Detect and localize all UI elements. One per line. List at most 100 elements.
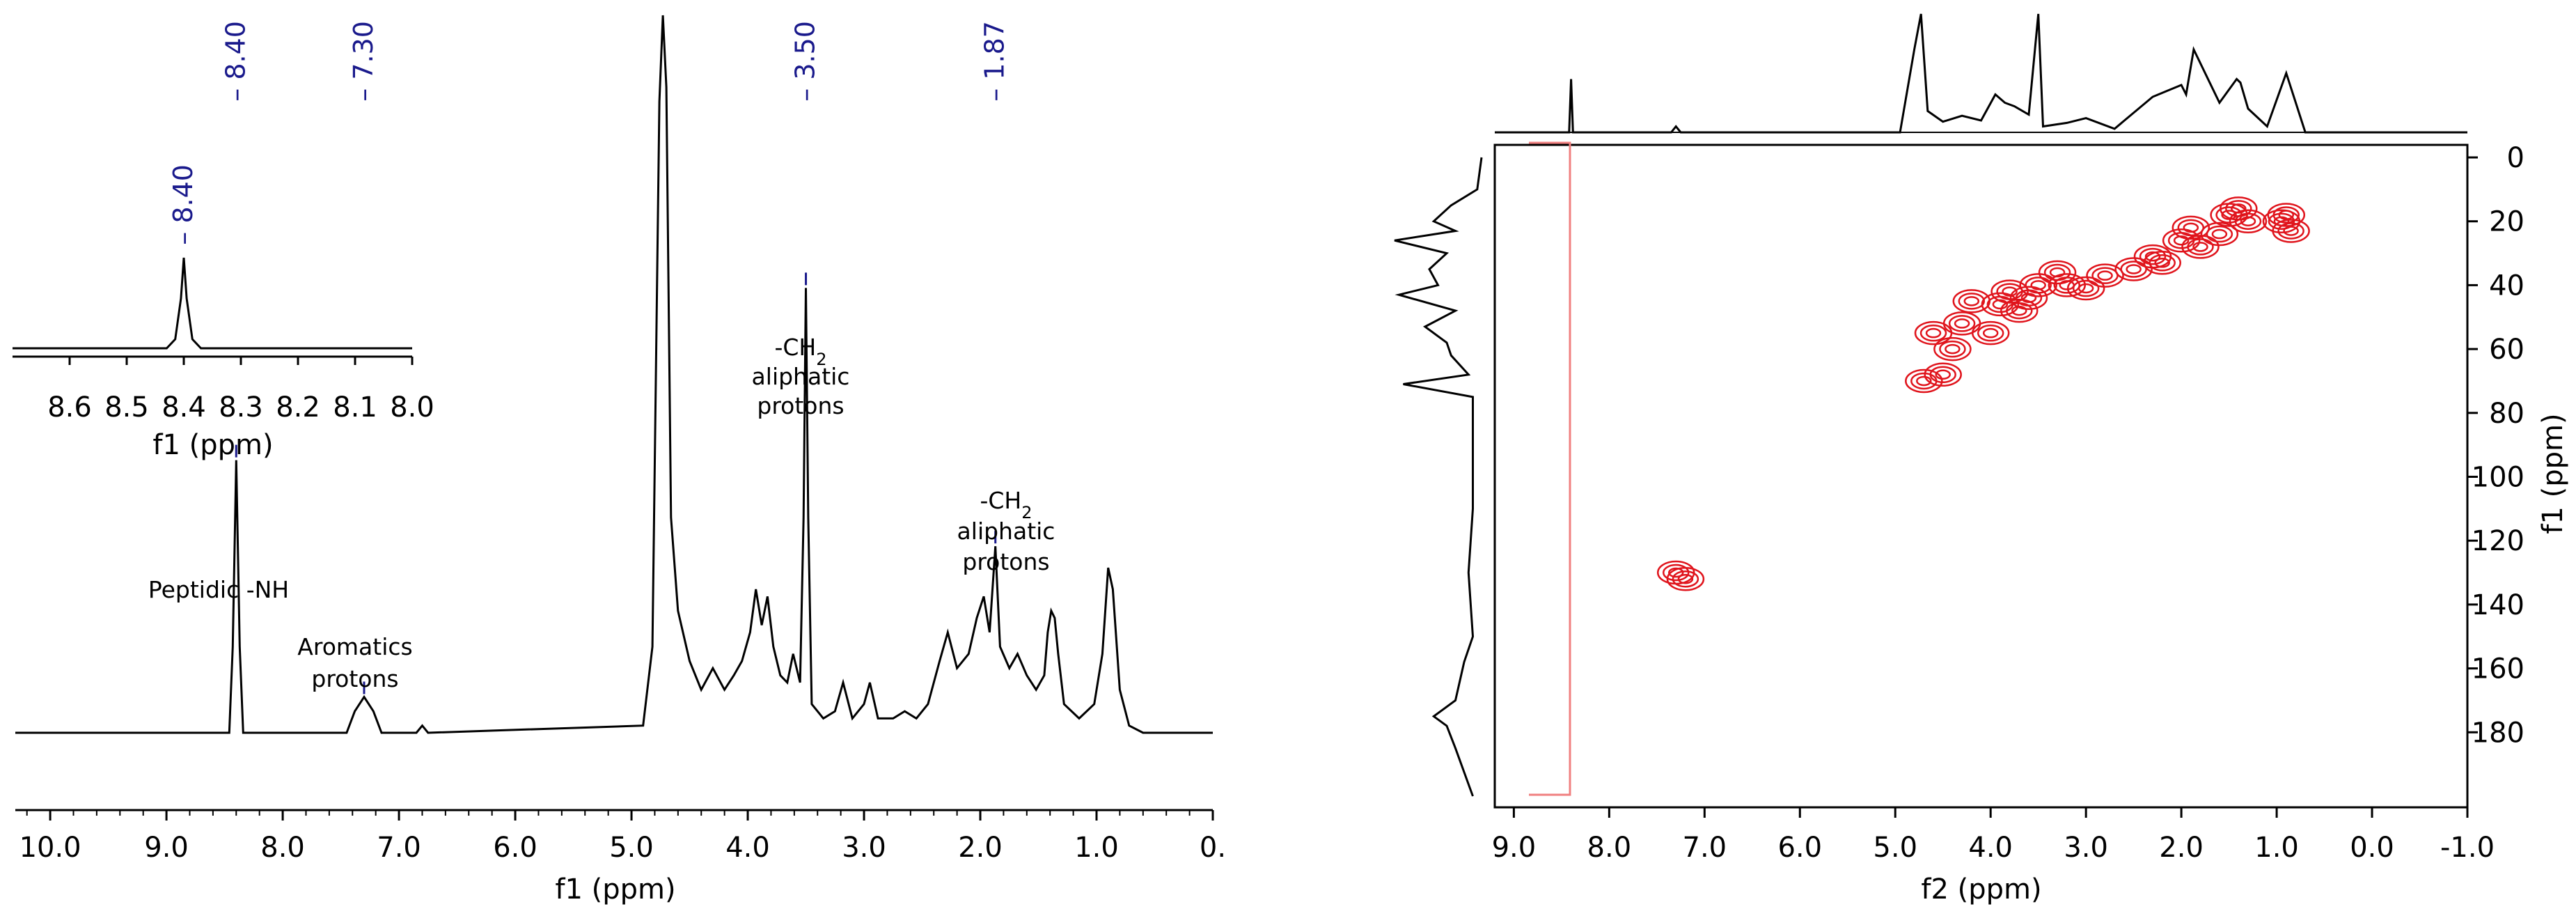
contour-ring bbox=[2272, 219, 2310, 243]
contour-ring bbox=[2043, 263, 2071, 281]
hsqc-x-tick-label: 0.0 bbox=[2350, 832, 2394, 864]
contour-ring bbox=[2234, 212, 2262, 230]
f2-projection-trace bbox=[1495, 13, 2467, 134]
hsqc-y-tick-label: 180 bbox=[2472, 717, 2524, 749]
inset-tick-label: 8.1 bbox=[333, 391, 377, 424]
contour-ring bbox=[1924, 362, 1962, 387]
contour-ring bbox=[2183, 222, 2199, 233]
x-tick-label: 0. bbox=[1200, 832, 1226, 864]
contour-ring bbox=[2038, 260, 2077, 285]
x-tick-label: 6.0 bbox=[493, 832, 537, 864]
contour-ring bbox=[2272, 206, 2300, 224]
contour-ring bbox=[2229, 209, 2268, 233]
contour-ring bbox=[2144, 251, 2161, 262]
contour-ring bbox=[2114, 257, 2153, 281]
contour-ring bbox=[1990, 279, 2029, 304]
hsqc-x-tick-label: 7.0 bbox=[1683, 832, 1727, 864]
contour-ring bbox=[1667, 567, 1684, 578]
x-tick-label: 1.0 bbox=[1074, 832, 1119, 864]
inset-zoom-panel: 8.6 8.5 8.4 8.3 8.2 8.1 8.0 – 8.40 f1 (ppm) bbox=[13, 164, 434, 461]
hsqc-x-tick-label: -1.0 bbox=[2440, 832, 2495, 864]
red-bracket-marker bbox=[1529, 141, 1571, 796]
contour-ring bbox=[2002, 286, 2018, 297]
hsqc-y-tick-label: 80 bbox=[2489, 398, 2524, 430]
contour-ring bbox=[2162, 228, 2201, 253]
hsqc-y-tick-label: 140 bbox=[2472, 589, 2524, 621]
peak-label: – 3.50 bbox=[790, 21, 821, 102]
x-tick-label: 5.0 bbox=[609, 832, 654, 864]
x-tick-label: 2.0 bbox=[958, 832, 1003, 864]
hsqc-x-tick-label: 1.0 bbox=[2254, 832, 2299, 864]
contour-ring bbox=[1925, 327, 1942, 339]
hsqc-y-tick-label: 160 bbox=[2472, 653, 2524, 685]
spectrum-1d-x-label: f1 (ppm) bbox=[555, 873, 675, 906]
contour-ring bbox=[2206, 225, 2233, 243]
ch2-annotation-a-line3: protons bbox=[757, 392, 844, 419]
hsqc-x-tick-label: 4.0 bbox=[1968, 832, 2013, 864]
contour-ring bbox=[1919, 324, 1947, 342]
hsqc-x-tick-label: 9.0 bbox=[1492, 832, 1537, 864]
contour-ring bbox=[2049, 267, 2066, 278]
contour-ring bbox=[1905, 368, 1943, 394]
contour-ring bbox=[1939, 340, 1966, 358]
spectrum-1d-panel: 10.0 9.0 8.0 7.0 6.0 5.0 4.0 3.0 2.0 1.0 0. – 8.40… bbox=[15, 15, 1226, 906]
peak-label: – 8.40 bbox=[220, 21, 251, 102]
contour-ring bbox=[1935, 369, 1951, 380]
contour-ring bbox=[2200, 222, 2239, 247]
inset-x-label: f1 (ppm) bbox=[152, 429, 273, 461]
inset-tick-label: 8.6 bbox=[47, 391, 92, 424]
peak-label: – 1.87 bbox=[980, 21, 1010, 102]
ch2-annotation-b-line1: -CH2 bbox=[980, 487, 1032, 522]
contour-ring bbox=[2126, 264, 2142, 274]
hsqc-y-tick-label: 120 bbox=[2472, 525, 2524, 557]
contour-ring bbox=[1996, 283, 2023, 300]
ch2-annotation-b-line2: aliphatic bbox=[957, 518, 1055, 545]
peak-label: – 7.30 bbox=[348, 21, 379, 102]
spectrum-1d-trace bbox=[15, 15, 1213, 734]
contour-ring bbox=[2177, 219, 2205, 237]
contour-ring bbox=[2048, 273, 2087, 297]
contour-ring bbox=[2171, 215, 2210, 240]
contour-ring bbox=[2267, 203, 2306, 227]
x-tick-label: 4.0 bbox=[725, 832, 770, 864]
contour-ring bbox=[2066, 276, 2105, 301]
inset-tick-label: 8.0 bbox=[390, 391, 434, 424]
x-tick-label: 7.0 bbox=[377, 832, 421, 864]
contour-ring bbox=[2097, 270, 2113, 281]
contour-ring bbox=[1929, 366, 1956, 384]
contour-ring bbox=[2139, 247, 2167, 265]
hsqc-y-label: f1 (ppm) bbox=[2537, 413, 2569, 534]
inset-tick-label: 8.4 bbox=[162, 391, 206, 424]
inset-tick-label: 8.2 bbox=[276, 391, 320, 424]
contour-ring bbox=[1952, 289, 1991, 313]
contour-ring bbox=[2149, 254, 2176, 272]
contour-ring bbox=[2078, 283, 2094, 294]
aromatics-annotation-line1: Aromatics bbox=[297, 633, 412, 660]
hsqc-y-tick-label: 40 bbox=[2489, 270, 2524, 302]
contour-ring bbox=[2211, 228, 2228, 240]
x-tick-label: 9.0 bbox=[144, 832, 189, 864]
contour-ring bbox=[2072, 279, 2100, 297]
f1-projection-trace bbox=[1394, 157, 1483, 797]
hsqc-2d-panel: 9.0 8.0 7.0 6.0 5.0 4.0 3.0 2.0 1.0 0.0 -1.0 0 20 40… bbox=[1394, 13, 2569, 906]
contour-ring bbox=[1662, 564, 1690, 582]
aromatics-annotation-line2: protons bbox=[311, 665, 398, 692]
x-tick-label: 3.0 bbox=[842, 832, 886, 864]
contour-ring bbox=[2091, 267, 2119, 284]
contour-ring bbox=[1958, 293, 1986, 310]
x-tick-label: 8.0 bbox=[260, 832, 305, 864]
hsqc-y-tick-label: 20 bbox=[2489, 206, 2524, 238]
contour-ring bbox=[2154, 258, 2170, 268]
contour-ring bbox=[1971, 320, 2010, 345]
contour-ring bbox=[1948, 315, 1976, 332]
contour-ring bbox=[2220, 196, 2258, 221]
ch2-annotation-a-line1: -CH2 bbox=[774, 334, 826, 369]
contour-ring bbox=[1916, 375, 1932, 387]
hsqc-x-tick-label: 6.0 bbox=[1777, 832, 1822, 864]
contour-ring bbox=[2187, 238, 2214, 256]
hsqc-y-tick-label: 60 bbox=[2489, 334, 2524, 366]
contour-ring bbox=[1677, 573, 1694, 584]
x-tick-label: 10.0 bbox=[19, 832, 81, 864]
contour-ring bbox=[2221, 210, 2237, 220]
inset-tick-label: 8.3 bbox=[219, 391, 263, 424]
